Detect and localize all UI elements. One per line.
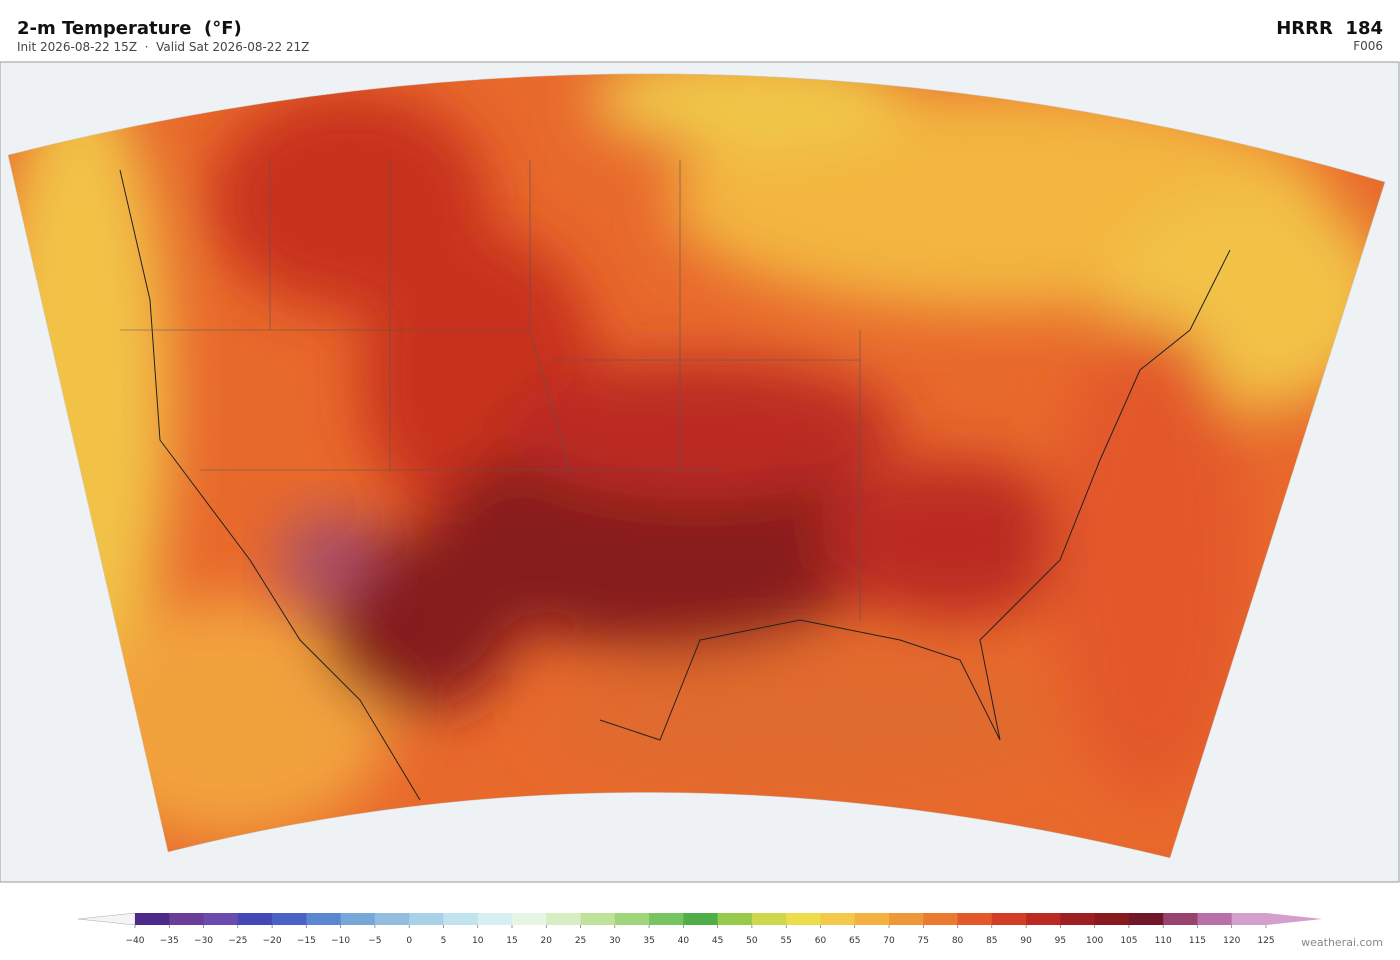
colorbar-segment [374, 913, 410, 925]
colorbar-segment [717, 913, 753, 925]
colorbar-segment [272, 913, 307, 925]
colorbar-tick-label: 5 [441, 936, 447, 946]
colorbar-segment [512, 913, 547, 925]
colorbar-segment [889, 913, 924, 925]
colorbar-tick-label: 105 [1120, 936, 1137, 946]
colorbar-tick-label: 10 [472, 936, 484, 946]
colorbar-tick-label: 50 [746, 936, 758, 946]
model-name: HRRR 184 [1276, 18, 1383, 39]
colorbar-tick-label: −15 [297, 936, 316, 946]
colorbar-tick-label: 120 [1223, 936, 1240, 946]
colorbar-tick-label: 100 [1086, 936, 1103, 946]
colorbar-tick-label: 80 [952, 936, 964, 946]
colorbar-segment [957, 913, 993, 925]
colorbar-over [1266, 913, 1322, 925]
state-borders [120, 160, 861, 620]
colorbar-segment [409, 913, 444, 925]
colorbar-tick-label: 0 [406, 936, 412, 946]
colorbar-segment [135, 913, 170, 925]
colorbar-tick-label: −30 [194, 936, 213, 946]
credit: weatherai.com [1301, 936, 1383, 949]
colorbar-tick-label: 90 [1020, 936, 1032, 946]
colorbar-tick-label: 20 [541, 936, 553, 946]
colorbar-segment [820, 913, 856, 925]
colorbar-segment [477, 913, 513, 925]
colorbar-segment [443, 913, 479, 925]
colorbar-tick-label: 115 [1189, 936, 1206, 946]
colorbar-segment [169, 913, 205, 925]
colorbar-tick-label: −40 [126, 936, 145, 946]
colorbar: −40 −35 −30 −25 −20 −15 −10 −5 0 5 10 15 20 25 30 35 40 4… [77, 912, 1322, 946]
colorbar-segment [340, 913, 376, 925]
colorbar-segment [1197, 913, 1233, 925]
colorbar-tick-label: −35 [160, 936, 179, 946]
colorbar-tick-label: 30 [609, 936, 621, 946]
colorbar-segment [203, 913, 239, 925]
coastline [119, 169, 1231, 801]
colorbar-segment [649, 913, 684, 925]
temperature-field [8, 73, 1385, 858]
colorbar-tick-label: 25 [575, 936, 586, 946]
colorbar-segment [991, 913, 1027, 925]
colorbar-tick-label: 35 [643, 936, 654, 946]
colorbar-segment [546, 913, 582, 925]
colorbar-under [77, 912, 136, 926]
domain-outline [7, 73, 1386, 859]
colorbar-segment [923, 913, 959, 925]
colorbar-segment [1094, 913, 1130, 925]
colorbar-tick-label: 85 [986, 936, 997, 946]
colorbar-tick-label: −20 [263, 936, 282, 946]
forecast-hour: F006 [1353, 39, 1383, 53]
colorbar-tick-label: −10 [331, 936, 350, 946]
colorbar-tick-label: 125 [1257, 936, 1274, 946]
colorbar-tick-label: 45 [712, 936, 723, 946]
map-subtitle: Init 2026-08-22 15Z · Valid Sat 2026-08-… [17, 40, 309, 54]
colorbar-segment [786, 913, 821, 925]
colorbar-tick-label: 60 [815, 936, 827, 946]
colorbar-tick-label: 110 [1155, 936, 1172, 946]
colorbar-segment [306, 913, 342, 925]
colorbar-segment [854, 913, 890, 925]
colorbar-segment [580, 913, 616, 925]
colorbar-tick-label: 40 [678, 936, 690, 946]
map-title: 2-m Temperature (°F) [17, 18, 242, 39]
colorbar-segment [614, 913, 650, 925]
colorbar-segment [1026, 913, 1061, 925]
colorbar-tick-label: 55 [780, 936, 791, 946]
colorbar-segment [237, 913, 273, 925]
colorbar-segment [683, 913, 719, 925]
colorbar-segment [751, 913, 787, 925]
colorbar-segment [1128, 913, 1164, 925]
colorbar-tick-label: −5 [368, 936, 381, 946]
colorbar-tick-label: 65 [849, 936, 860, 946]
colorbar-tick-label: 70 [883, 936, 895, 946]
colorbar-tick-label: 15 [506, 936, 517, 946]
colorbar-segment [1060, 913, 1096, 925]
colorbar-segment [1163, 913, 1198, 925]
colorbar-tick-label: −25 [228, 936, 247, 946]
colorbar-segment [1231, 913, 1267, 925]
colorbar-tick-label: 95 [1055, 936, 1066, 946]
colorbar-tick-label: 75 [918, 936, 929, 946]
